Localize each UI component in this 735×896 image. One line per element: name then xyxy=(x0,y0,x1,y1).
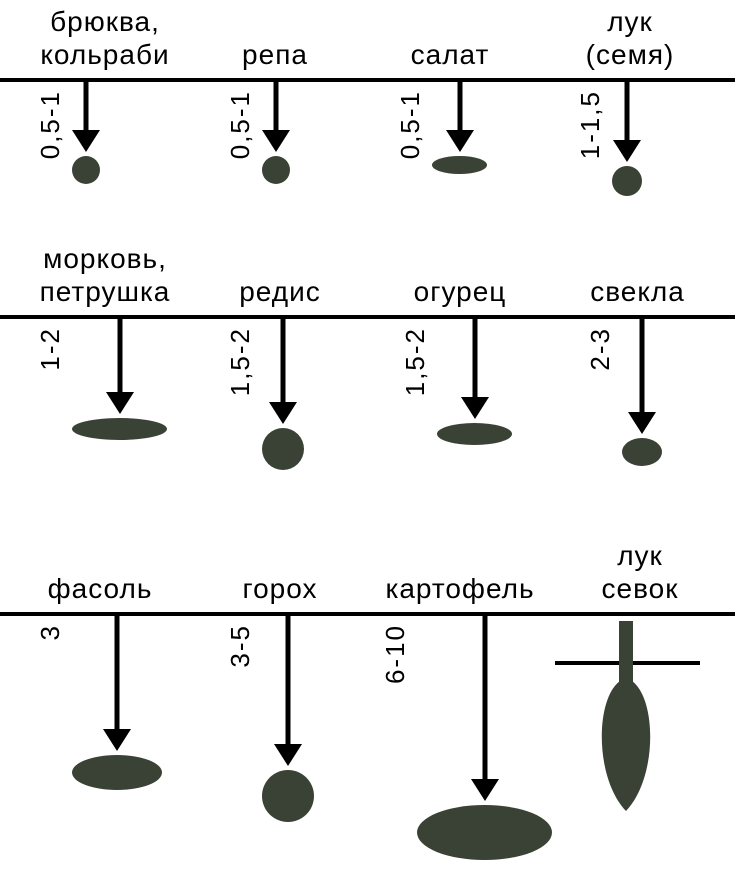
crop-item: 1-1,5 xyxy=(575,82,673,196)
depth-label: 1,5-2 xyxy=(400,327,431,396)
crop-label: лук севок xyxy=(570,539,710,606)
labels-area: брюква, кольраби репа салат лук (семя) xyxy=(0,0,735,78)
crop-label: морковь, петрушка xyxy=(15,242,195,309)
down-arrow-icon xyxy=(106,319,134,414)
seed-shape xyxy=(72,755,162,790)
crop-item: 1,5-2 xyxy=(225,319,335,470)
crop-item: 0,5-1 xyxy=(35,82,131,184)
chart-row: морковь, петрушка редис огурец свекла 1-2 1,5… xyxy=(0,237,735,534)
seed-shape xyxy=(622,438,662,466)
crop-item: 3-5 xyxy=(225,616,345,822)
depth-label: 1-1,5 xyxy=(575,90,606,159)
crop-item: 0,5-1 xyxy=(395,82,518,174)
items-area: 0,5-1 0,5-1 0,5-1 1-1,5 xyxy=(0,82,735,237)
depth-label: 0,5-1 xyxy=(35,90,66,159)
crop-label: горох xyxy=(205,572,355,606)
arrow-seed-column xyxy=(262,319,304,470)
arrow-seed-column xyxy=(437,319,512,445)
seed-shape xyxy=(612,166,642,196)
crop-item: 2-3 xyxy=(585,319,693,466)
down-arrow-icon xyxy=(274,616,302,766)
down-arrow-icon xyxy=(103,616,131,751)
depth-label: 1-2 xyxy=(35,327,66,371)
crop-label: салат xyxy=(375,38,525,72)
crop-item: 3 xyxy=(35,616,162,790)
depth-label: 1,5-2 xyxy=(225,327,256,396)
down-arrow-icon xyxy=(471,616,499,801)
chart-row: фасоль горохкартофель лук севок 3 3-5 6-10 xyxy=(0,534,735,896)
seed-shape xyxy=(417,805,552,860)
down-arrow-icon xyxy=(461,319,489,419)
arrow-seed-column xyxy=(72,616,162,790)
down-arrow-icon xyxy=(72,82,100,152)
crop-label: свекла xyxy=(565,275,710,309)
depth-label: 0,5-1 xyxy=(395,90,426,159)
seed-shape xyxy=(262,770,314,822)
crop-label: фасоль xyxy=(15,572,185,606)
crop-label: репа xyxy=(205,38,345,72)
labels-area: фасоль горохкартофель лук севок xyxy=(0,534,735,612)
down-arrow-icon xyxy=(628,319,656,434)
arrow-seed-column xyxy=(72,82,100,184)
crop-label: картофель xyxy=(360,572,560,606)
arrow-seed-column xyxy=(612,82,642,196)
depth-label: 3 xyxy=(35,624,66,640)
arrow-seed-column xyxy=(262,82,290,184)
seed-shape xyxy=(437,423,512,445)
down-arrow-icon xyxy=(262,82,290,152)
items-area: 3 3-5 6-10 xyxy=(0,616,735,896)
crop-label: лук (семя) xyxy=(555,5,705,72)
arrow-seed-column xyxy=(432,82,487,174)
seed-shape xyxy=(432,156,487,174)
labels-area: морковь, петрушка редис огурец свекла xyxy=(0,237,735,315)
down-arrow-icon xyxy=(269,319,297,424)
seed-shape xyxy=(72,156,100,184)
crop-label: огурец xyxy=(380,275,540,309)
onion-shape xyxy=(590,621,662,811)
depth-label: 0,5-1 xyxy=(225,90,256,159)
depth-label: 6-10 xyxy=(380,624,411,684)
depth-label: 2-3 xyxy=(585,327,616,371)
down-arrow-icon xyxy=(613,82,641,162)
arrow-seed-column xyxy=(72,319,167,440)
arrow-seed-column xyxy=(417,616,552,860)
seed-shape xyxy=(72,418,167,440)
arrow-seed-column xyxy=(622,319,662,466)
items-area: 1-2 1,5-2 1,5-2 2-3 xyxy=(0,319,735,534)
seed-shape xyxy=(262,156,290,184)
crop-item: 1,5-2 xyxy=(400,319,543,445)
crop-label: брюква, кольраби xyxy=(15,5,195,72)
crop-item: 0,5-1 xyxy=(225,82,321,184)
crop-label: редис xyxy=(205,275,355,309)
depth-label: 3-5 xyxy=(225,624,256,668)
crop-item: 6-10 xyxy=(380,616,583,860)
chart-row: брюква, кольраби репа салат лук (семя) 0,5-1… xyxy=(0,0,735,237)
onion-wrapper xyxy=(590,616,662,811)
arrow-seed-column xyxy=(262,616,314,822)
seed-shape xyxy=(262,428,304,470)
crop-item xyxy=(590,616,662,811)
down-arrow-icon xyxy=(446,82,474,152)
crop-item: 1-2 xyxy=(35,319,198,440)
